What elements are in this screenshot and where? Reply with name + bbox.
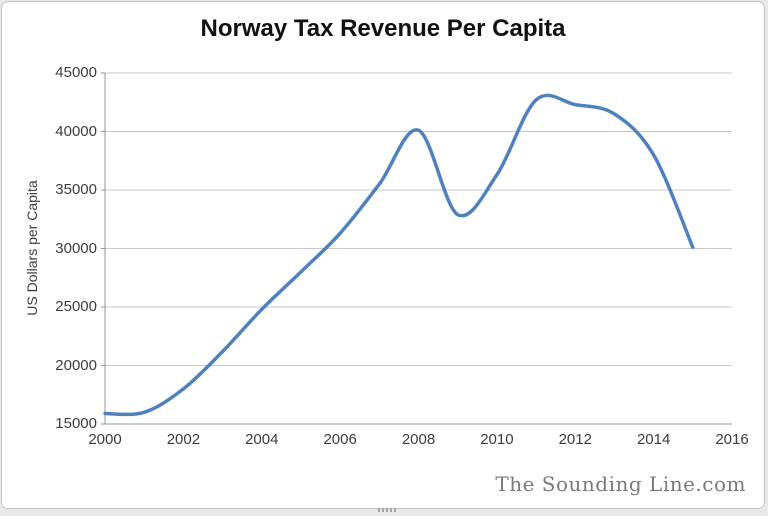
x-tick-label: 2014	[636, 431, 671, 448]
x-tick-label: 2010	[480, 431, 514, 448]
chart-title: Norway Tax Revenue Per Capita	[200, 15, 566, 42]
plot-area	[101, 72, 732, 425]
y-tick-label: 40000	[55, 122, 97, 140]
y-tick-label: 15000	[55, 415, 97, 432]
resize-handle-dots	[378, 508, 396, 512]
y-tick-label: 45000	[55, 64, 97, 81]
x-tick-label: 2006	[323, 431, 357, 448]
x-tick-label: 2012	[558, 431, 592, 448]
x-tick-label: 2000	[88, 431, 122, 448]
x-tick-label: 2004	[245, 431, 279, 448]
y-tick-label: 35000	[55, 181, 97, 198]
y-tick-label: 20000	[55, 356, 97, 374]
y-tick-label: 30000	[55, 239, 97, 257]
x-tick-label: 2002	[166, 431, 201, 448]
x-tick-label: 2008	[401, 431, 436, 448]
revenue-line	[103, 93, 695, 417]
y-tick-label: 25000	[55, 298, 97, 315]
watermark: The Sounding Line.com	[495, 472, 746, 496]
x-tick-label: 2016	[715, 431, 749, 448]
chart-frame: Norway Tax Revenue Per Capita US Dollars…	[1, 1, 765, 509]
